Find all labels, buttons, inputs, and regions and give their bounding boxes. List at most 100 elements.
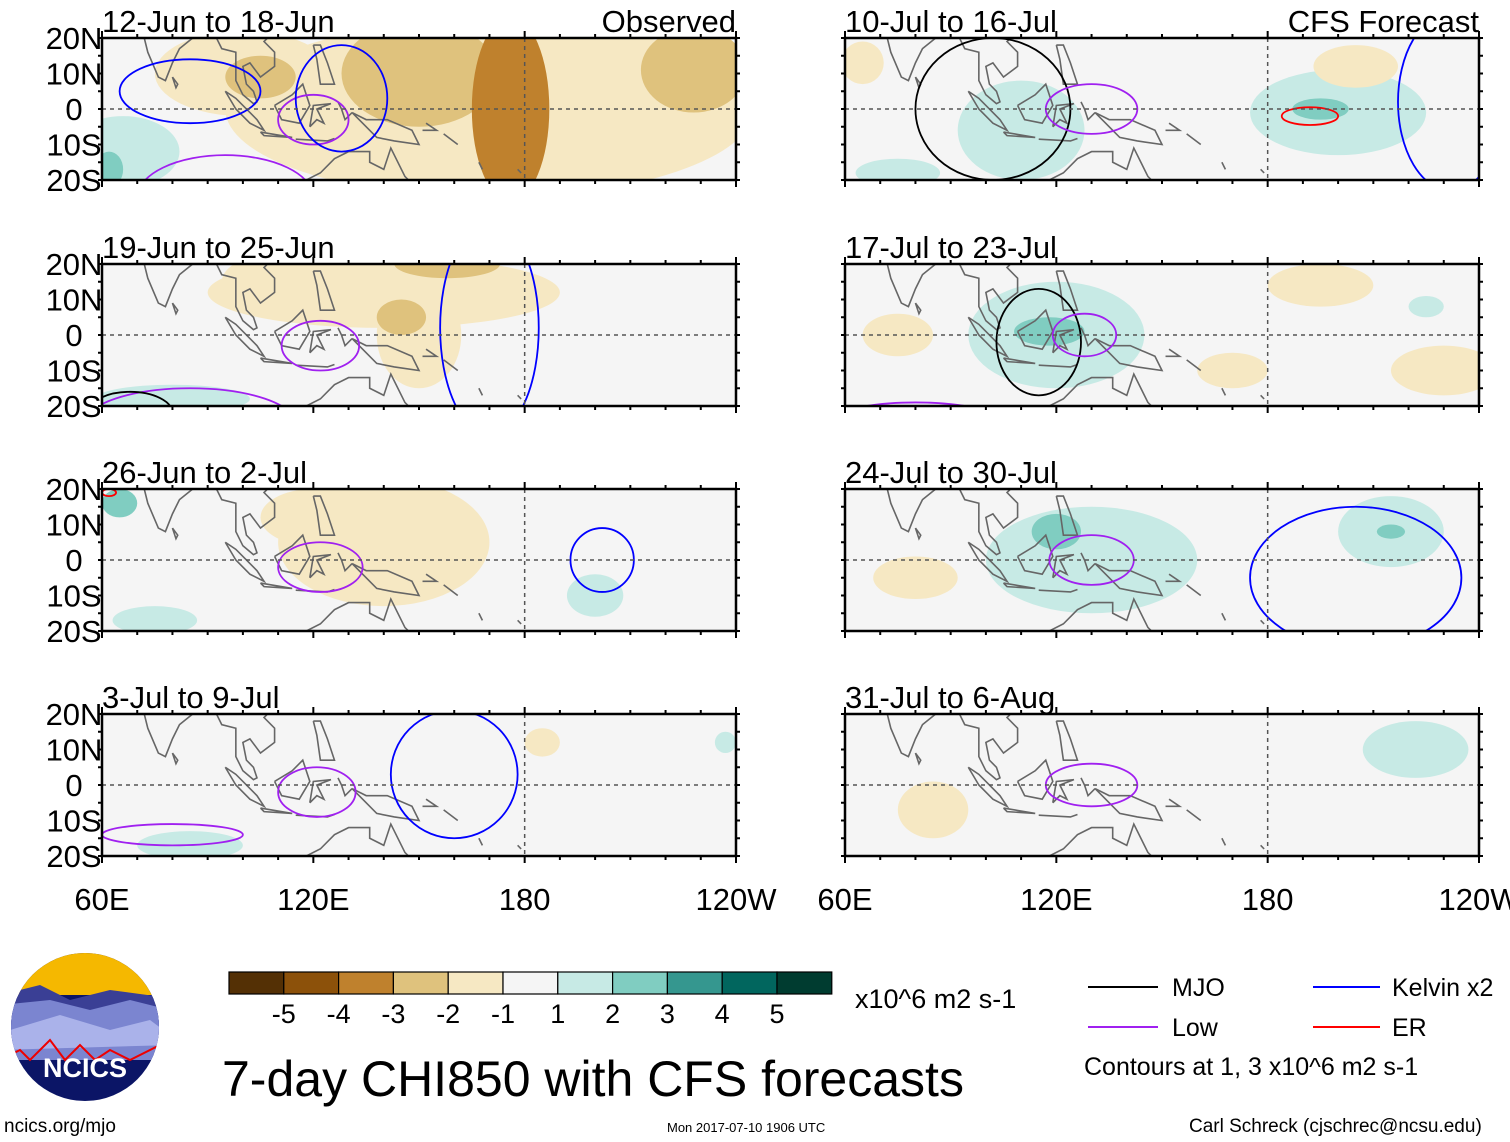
column-label: Observed [602, 4, 736, 39]
y-tick-label: 20S [46, 839, 101, 874]
coastline [967, 316, 1010, 359]
coastline [1016, 758, 1054, 801]
coastline [224, 90, 267, 133]
contour-low [102, 387, 284, 406]
coastline [337, 777, 353, 798]
colorbar: -5 -4 -3 -2 -1 1 2 3 4 5 [228, 971, 833, 1029]
colorbar-swatch [557, 971, 614, 995]
coastline [171, 527, 179, 541]
coastline [1002, 131, 1036, 139]
coastline [443, 359, 459, 372]
coastline [317, 471, 321, 482]
coastline [1002, 357, 1036, 365]
contour-low [144, 154, 307, 180]
coastline [1080, 327, 1096, 348]
anomaly-shading [376, 299, 427, 335]
panel-title: 10-Jul to 16-Jul [845, 4, 1057, 39]
contour-note: Contours at 1, 3 x10^6 m2 s-1 [1084, 1053, 1418, 1081]
colorbar-swatch [338, 971, 395, 995]
footer-credit: Carl Schreck (cjschrec@ncsu.edu) [1189, 1116, 1482, 1137]
y-tick-label: 10N [46, 733, 103, 768]
y-tick-label: 20N [46, 472, 103, 507]
coastline [1052, 778, 1075, 804]
colorbar-swatch [611, 971, 668, 995]
anomaly-shading [341, 38, 497, 127]
y-tick-label: 10S [46, 354, 101, 389]
coastline [1221, 387, 1227, 396]
coastline [259, 807, 293, 815]
anomaly-shading [897, 781, 969, 839]
x-tick-label: 120E [1020, 882, 1092, 917]
footer-timestamp: Mon 2017-07-10 1906 UTC [667, 1120, 825, 1135]
contour-kelvin [1249, 505, 1463, 631]
coastline [1221, 161, 1227, 170]
svg-text:NCICS: NCICS [43, 1053, 127, 1083]
coastline [351, 337, 421, 372]
anomaly-shading [1267, 264, 1374, 307]
map-panels: 12-Jun to 18-Jun Observed20N10N010S20S19-… [46, 4, 1483, 874]
coastline [1094, 562, 1164, 597]
coastline [1055, 720, 1079, 761]
coastline [1038, 813, 1078, 818]
coastline [1055, 270, 1079, 311]
coastline [171, 302, 179, 316]
anomaly-shading [862, 313, 934, 357]
x-tick-label: 120W [696, 882, 778, 917]
y-tick-label: 10N [46, 283, 103, 318]
colorbar-label: 2 [605, 999, 620, 1029]
contour-low [277, 93, 350, 146]
coastline [967, 766, 1010, 809]
anomaly-shading [1313, 45, 1398, 88]
column-label: CFS Forecast [1288, 4, 1480, 39]
contour-kelvin [294, 44, 389, 153]
footer-url[interactable]: ncics.org/mjo [4, 1116, 116, 1137]
y-tick-label: 10S [46, 579, 101, 614]
coastline [914, 752, 922, 766]
anomaly-shading [112, 606, 198, 631]
coastline [443, 584, 459, 597]
colorbar-label: 5 [769, 999, 784, 1029]
contour-legend: MJO Low Kelvin x2 ER Contours at 1, 3 x1… [1084, 974, 1493, 1081]
coastline [914, 527, 922, 541]
y-tick-label: 20N [46, 697, 103, 732]
coastline [273, 758, 311, 801]
contour-er [102, 489, 117, 497]
coastline [295, 137, 335, 142]
coastline [171, 752, 179, 766]
colorbar-label: 4 [715, 999, 730, 1029]
coastline [337, 327, 353, 348]
coastline [1260, 168, 1265, 174]
coastline [478, 612, 484, 621]
contour-low [102, 823, 244, 847]
colorbar-label: -4 [327, 999, 351, 1029]
y-tick-label: 10S [46, 804, 101, 839]
coastline [1038, 137, 1078, 142]
panel-title: 17-Jul to 23-Jul [845, 230, 1057, 265]
coastline [1002, 807, 1036, 815]
coastline [478, 387, 484, 396]
coastline [517, 394, 522, 400]
contour-kelvin [1397, 38, 1479, 180]
contour-er [1280, 106, 1340, 126]
colorbar-swatch [283, 971, 340, 995]
anomaly-shading [1390, 345, 1479, 396]
coastline [304, 371, 410, 406]
coastline [1047, 596, 1153, 631]
coastline [351, 787, 421, 822]
y-tick-label: 10N [46, 57, 103, 92]
coastline [1186, 584, 1202, 597]
y-tick-label: 20S [46, 389, 101, 424]
x-axis-labels: 60E 120E 180 120W 60E 120E 180 120W [74, 882, 1510, 917]
map-panel: 10-Jul to 16-Jul CFS Forecast [841, 4, 1483, 187]
coastline [312, 44, 336, 85]
coastline [309, 102, 332, 128]
coastline [273, 533, 311, 576]
colorbar-label: -3 [381, 999, 405, 1029]
coastline [422, 348, 440, 358]
x-tick-label: 60E [817, 882, 872, 917]
anomaly-shading [1362, 721, 1469, 778]
coastline [1165, 573, 1183, 583]
anomaly-shading [873, 556, 958, 600]
y-tick-label: 0 [65, 318, 82, 353]
panel-title: 3-Jul to 9-Jul [102, 680, 279, 715]
